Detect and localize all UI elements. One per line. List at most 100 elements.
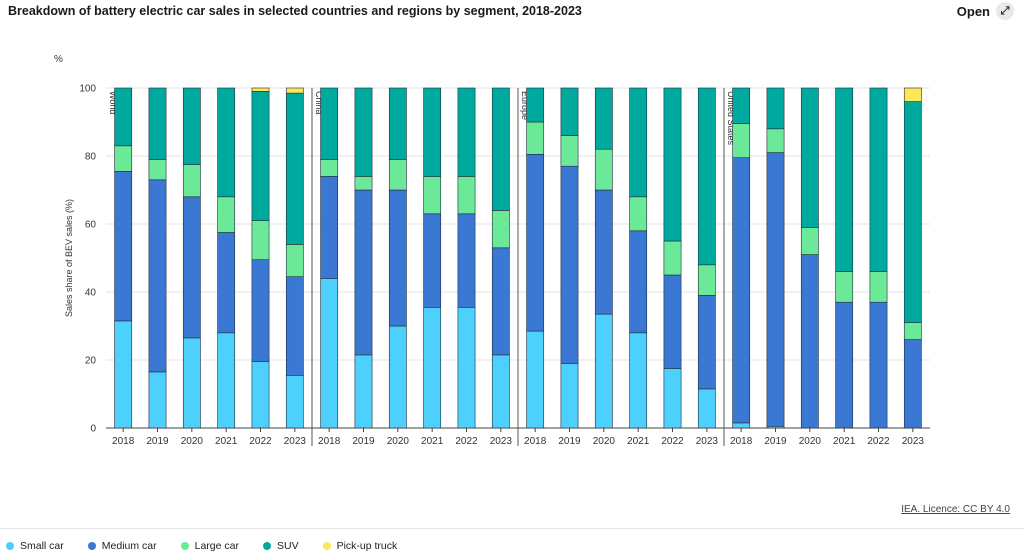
x-tick-label: 2021 [833,436,856,447]
y-tick-label: 80 [85,152,97,163]
open-button[interactable]: Open ⤢ [957,2,1014,20]
large-car-segment [800,227,819,255]
small-car-segment [423,306,442,429]
suv-segment [114,87,133,147]
small-car-segment [594,313,613,429]
medium-car-segment [903,339,922,429]
medium-car-segment [148,179,167,373]
suv-segment [560,87,579,136]
x-tick-label: 2023 [902,436,925,447]
medium-car-segment [217,232,236,334]
suv-segment [629,87,648,198]
pickup-truck-segment [251,87,270,92]
suv-segment [491,87,510,211]
x-tick-label: 2023 [696,436,719,447]
x-tick-label: 2018 [524,436,547,447]
x-tick-label: 2018 [318,436,341,447]
small-car-segment [663,368,682,429]
small-car-segment [285,374,304,429]
suv-segment [663,87,682,242]
suv-segment [697,87,716,266]
group-label: World [108,91,118,114]
legend-label: Pick-up truck [336,540,398,552]
large-car-segment [388,159,407,191]
large-car-segment [114,145,133,172]
legend: Small car Medium car Large car SUV Pick-up t… [6,540,397,552]
medium-car-segment [697,295,716,390]
large-car-segment [869,271,888,303]
medium-car-segment [423,213,442,308]
large-car-segment [560,135,579,167]
large-car-segment [629,196,648,232]
large-car-segment [835,271,854,303]
expand-arrows-icon: ⤢ [996,2,1014,20]
small-car-segment [251,361,270,429]
legend-item-large-car[interactable]: Large car [180,540,239,552]
small-car-segment [491,354,510,429]
medium-car-segment [835,301,854,429]
small-car-segment [526,330,545,429]
medium-car-segment [800,254,819,429]
group-label: Europe [520,91,530,120]
medium-car-segment [182,196,201,339]
legend-swatch [180,542,189,550]
medium-car-segment [732,157,751,424]
group-label: United States [726,91,736,146]
large-car-segment [697,264,716,296]
y-tick-label: 60 [85,220,97,231]
medium-car-segment [251,259,270,363]
suv-segment [320,87,339,160]
large-car-segment [285,244,304,277]
large-car-segment [526,121,545,155]
y-tick-label: 20 [85,356,97,367]
legend-swatch [87,542,96,550]
suv-segment [869,87,888,272]
small-car-segment [697,388,716,429]
medium-car-segment [526,154,545,332]
large-car-segment [148,159,167,181]
medium-car-segment [869,301,888,429]
large-car-segment [903,322,922,340]
x-tick-label: 2018 [730,436,753,447]
x-tick-label: 2021 [627,436,650,447]
small-car-segment [457,306,476,429]
x-tick-label: 2022 [249,436,272,447]
legend-item-pickup-truck[interactable]: Pick-up truck [322,540,398,552]
x-tick-label: 2020 [387,436,410,447]
small-car-segment [182,337,201,429]
medium-car-segment [285,276,304,376]
medium-car-segment [320,176,339,279]
x-tick-label: 2020 [593,436,616,447]
legend-item-medium-car[interactable]: Medium car [87,540,157,552]
pickup-truck-segment [285,87,304,94]
x-tick-label: 2019 [558,436,581,447]
legend-item-suv[interactable]: SUV [262,540,299,552]
x-tick-label: 2022 [867,436,890,447]
large-car-segment [320,159,339,177]
legend-item-small-car[interactable]: Small car [6,540,64,552]
suv-segment [182,87,201,165]
medium-car-segment [354,189,373,356]
legend-label: Medium car [101,540,157,552]
large-car-segment [354,176,373,191]
x-tick-label: 2019 [352,436,375,447]
x-tick-label: 2021 [421,436,444,447]
large-car-segment [251,220,270,261]
suv-segment [148,87,167,160]
legend-label: Large car [194,540,239,552]
x-tick-label: 2019 [146,436,169,447]
suv-segment [594,87,613,150]
y-axis-title: Sales share of BEV sales (%) [64,199,74,317]
large-car-segment [491,210,510,249]
large-car-segment [217,196,236,233]
licence-link[interactable]: IEA. Licence: CC BY 4.0 [901,504,1010,515]
legend-label: Small car [20,540,64,552]
suv-segment [354,87,373,177]
large-car-segment [182,164,201,198]
x-tick-label: 2020 [799,436,822,447]
suv-segment [766,87,785,130]
x-tick-label: 2022 [455,436,478,447]
suv-segment [423,87,442,177]
x-tick-label: 2020 [181,436,204,447]
x-tick-label: 2023 [284,436,307,447]
